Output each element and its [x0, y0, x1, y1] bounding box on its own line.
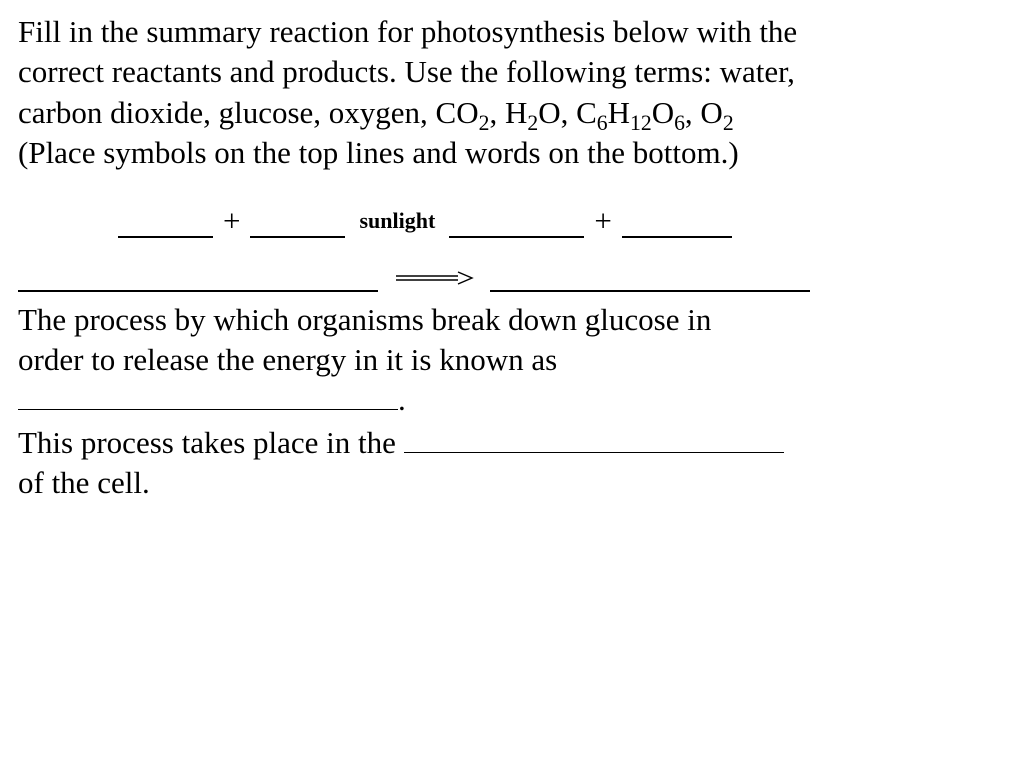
reactant-words-blank[interactable]	[18, 259, 378, 292]
reaction-arrow-icon	[394, 257, 474, 297]
equation-bottom-row	[18, 255, 1006, 295]
product-symbol-blank-1[interactable]	[449, 205, 584, 238]
product-words-blank[interactable]	[490, 259, 810, 292]
formula-co2: CO2	[436, 95, 490, 130]
reactant-symbol-blank-2[interactable]	[250, 205, 345, 238]
product-symbol-blank-2[interactable]	[622, 205, 732, 238]
intro-line4: (Place symbols on the top lines and word…	[18, 135, 739, 170]
equation-top-row: + sunlight +	[18, 201, 1006, 241]
question-paragraph-2: This process takes place in the of the c…	[18, 423, 1006, 504]
formula-h2o: H2O	[505, 95, 561, 130]
formula-o2: O2	[700, 95, 733, 130]
sunlight-label: sunlight	[359, 207, 435, 236]
intro-line3-prefix: carbon dioxide, glucose, oxygen,	[18, 95, 436, 130]
instructions-block: Fill in the summary reaction for photosy…	[18, 12, 1006, 173]
plus-sign: +	[594, 201, 611, 241]
organelle-blank[interactable]	[404, 424, 784, 453]
plus-sign: +	[223, 201, 240, 241]
intro-line1: Fill in the summary reaction for photosy…	[18, 14, 797, 49]
intro-line2: correct reactants and products. Use the …	[18, 54, 795, 89]
reactant-symbol-blank-1[interactable]	[118, 205, 213, 238]
formula-glucose: C6H12O6	[576, 95, 685, 130]
question-paragraph-1: The process by which organisms break dow…	[18, 300, 1006, 421]
process-name-blank[interactable]	[18, 381, 398, 410]
